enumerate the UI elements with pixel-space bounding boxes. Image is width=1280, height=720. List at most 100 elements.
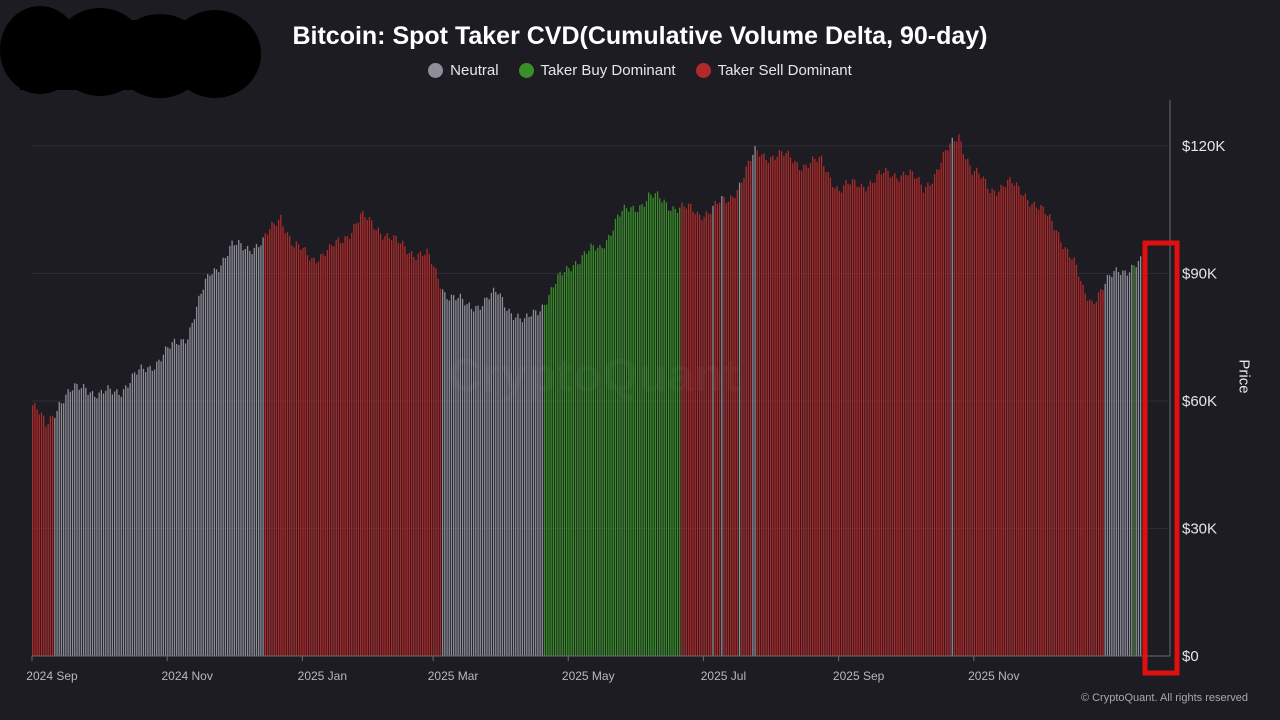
price-bar bbox=[441, 289, 444, 656]
price-bar bbox=[322, 253, 324, 656]
price-bar bbox=[510, 313, 512, 656]
price-bar bbox=[747, 160, 750, 656]
y-tick-label: $60K bbox=[1182, 393, 1217, 410]
price-bar bbox=[1120, 275, 1122, 656]
price-bar bbox=[96, 398, 98, 656]
price-bar bbox=[579, 263, 581, 656]
price-bar bbox=[913, 178, 916, 657]
price-bar bbox=[639, 205, 641, 656]
price-bar bbox=[944, 150, 947, 656]
price-bar bbox=[430, 264, 433, 656]
price-bar bbox=[1071, 259, 1073, 656]
price-bar bbox=[311, 257, 313, 656]
price-bar bbox=[956, 141, 958, 657]
price-bar bbox=[282, 226, 284, 656]
price-bar bbox=[351, 232, 353, 657]
price-bar bbox=[399, 243, 402, 656]
price-bar bbox=[718, 202, 721, 656]
price-bar bbox=[1035, 207, 1038, 656]
price-bar bbox=[36, 409, 38, 656]
price-bar bbox=[457, 298, 459, 656]
price-bar bbox=[364, 217, 366, 657]
price-bar bbox=[614, 218, 617, 657]
price-bar bbox=[105, 390, 107, 656]
price-bar bbox=[878, 170, 880, 656]
price-bar bbox=[758, 156, 761, 656]
price-bar bbox=[173, 338, 176, 656]
price-bar bbox=[240, 243, 242, 656]
price-bar bbox=[204, 278, 207, 656]
legend-label-buy: Taker Buy Dominant bbox=[540, 62, 676, 79]
price-bar bbox=[149, 365, 151, 656]
price-bar bbox=[645, 201, 648, 656]
axes bbox=[32, 100, 1171, 657]
price-bar bbox=[127, 387, 129, 656]
price-bar bbox=[277, 219, 280, 656]
price-bar bbox=[1015, 182, 1018, 657]
price-bar bbox=[783, 155, 785, 656]
price-bar bbox=[297, 244, 300, 656]
price-bar bbox=[774, 159, 776, 656]
price-bar bbox=[495, 291, 497, 656]
price-bar bbox=[1020, 194, 1022, 656]
price-bar bbox=[995, 195, 998, 656]
price-bar bbox=[672, 206, 674, 657]
price-bar bbox=[603, 248, 606, 656]
legend-item-neutral[interactable]: Neutral bbox=[428, 62, 499, 79]
price-bar bbox=[539, 311, 541, 656]
price-bar bbox=[1084, 293, 1086, 656]
price-bar bbox=[304, 247, 306, 656]
price-bar bbox=[973, 171, 976, 656]
price-bar bbox=[727, 201, 730, 657]
price-bar bbox=[80, 388, 83, 656]
price-bar bbox=[47, 423, 49, 656]
price-bar bbox=[388, 238, 391, 656]
price-bar bbox=[1022, 195, 1024, 656]
price-bar bbox=[1117, 272, 1120, 656]
price-bar bbox=[526, 313, 528, 656]
price-bar bbox=[74, 383, 76, 656]
price-bar bbox=[402, 240, 404, 656]
legend-item-sell[interactable]: Taker Sell Dominant bbox=[695, 62, 852, 79]
legend-item-buy[interactable]: Taker Buy Dominant bbox=[518, 62, 676, 79]
price-bar bbox=[58, 401, 60, 656]
price-bar bbox=[778, 149, 781, 657]
price-bar bbox=[942, 151, 945, 656]
price-bar bbox=[969, 165, 971, 656]
price-bar bbox=[147, 367, 149, 656]
price-bar bbox=[1128, 272, 1131, 656]
price-bar bbox=[49, 416, 52, 656]
price-bar bbox=[552, 287, 555, 656]
price-bar bbox=[800, 170, 803, 656]
price-bar bbox=[193, 319, 196, 656]
price-bar bbox=[229, 245, 231, 656]
price-bar bbox=[262, 237, 264, 656]
highlight-box bbox=[1142, 240, 1180, 676]
price-bar bbox=[714, 200, 716, 657]
price-bar bbox=[180, 339, 182, 656]
price-bar bbox=[472, 311, 475, 656]
price-bar bbox=[761, 154, 763, 656]
price-bar bbox=[834, 188, 836, 657]
price-bar bbox=[1044, 214, 1047, 656]
price-bar bbox=[989, 193, 991, 656]
y-tick-label: $120K bbox=[1182, 138, 1225, 155]
price-bar bbox=[898, 181, 900, 656]
price-bar bbox=[827, 171, 829, 656]
price-bar bbox=[548, 294, 550, 656]
price-bar bbox=[958, 134, 960, 656]
price-bar bbox=[610, 235, 612, 657]
price-bar bbox=[586, 254, 588, 657]
price-bar bbox=[652, 197, 654, 656]
price-bar bbox=[792, 163, 794, 657]
price-bar bbox=[623, 204, 625, 656]
price-bar bbox=[384, 236, 386, 657]
price-bar bbox=[1062, 249, 1064, 656]
price-bar bbox=[227, 255, 229, 656]
price-bar bbox=[100, 389, 102, 656]
price-bar bbox=[798, 170, 801, 656]
legend-dot-buy bbox=[518, 63, 534, 78]
price-bar bbox=[355, 223, 357, 656]
price-bar bbox=[692, 211, 694, 656]
price-bar bbox=[182, 339, 184, 656]
